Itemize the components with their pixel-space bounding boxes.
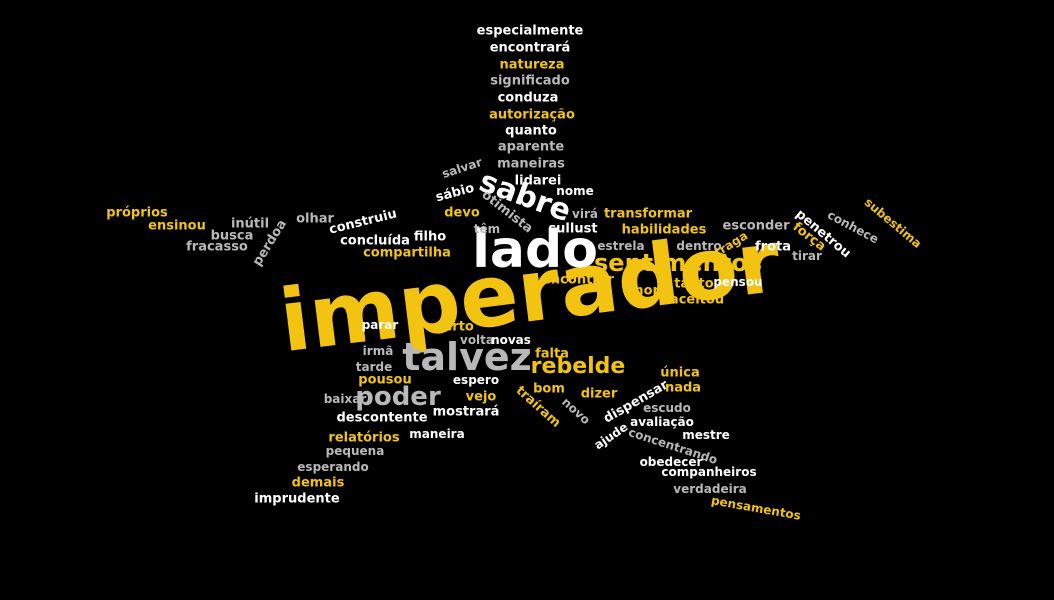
cloud-word: encontrar — [542, 272, 614, 288]
cloud-word: esconder — [722, 218, 790, 234]
cloud-word: natureza — [499, 57, 565, 73]
cloud-word: única — [660, 365, 700, 381]
cloud-word: relatórios — [328, 430, 400, 446]
cloud-word: poder — [355, 382, 441, 412]
cloud-word: devo — [444, 205, 480, 221]
cloud-word: conduza — [497, 90, 559, 106]
cloud-word: lidarei — [514, 173, 562, 189]
cloud-word: mestre — [682, 428, 730, 442]
cloud-word: pequena — [325, 444, 385, 458]
cloud-word: dentro — [676, 239, 722, 253]
cloud-word: esperando — [297, 460, 369, 474]
cloud-word: tanto — [674, 276, 714, 292]
cloud-word: especialmente — [476, 23, 584, 39]
cloud-word: lado — [472, 220, 598, 280]
cloud-word: busca — [210, 228, 254, 244]
cloud-word: rebelde — [530, 354, 626, 379]
cloud-word: baixar — [323, 392, 367, 406]
cloud-word: têm — [473, 222, 501, 236]
cloud-word: espero — [452, 373, 500, 387]
cloud-word: construiu — [327, 206, 399, 238]
cloud-word: falta — [535, 346, 569, 362]
cloud-word: obedecer — [639, 455, 703, 469]
cloud-word: nada — [664, 380, 702, 396]
cloud-word: aparente — [497, 139, 565, 155]
cloud-word: frota — [755, 239, 791, 255]
cloud-word: talvez — [402, 335, 532, 379]
cloud-word: olhar — [296, 211, 334, 227]
cloud-word: maneiras — [497, 156, 565, 172]
cloud-word: companheiros — [661, 465, 757, 479]
cloud-word: mostrará — [432, 404, 500, 420]
cloud-word: transformar — [603, 206, 693, 222]
cloud-word: ajude — [591, 419, 631, 453]
cloud-word: virá — [572, 207, 598, 221]
cloud-word: sentimentos — [594, 249, 762, 277]
cloud-word: autorização — [489, 107, 575, 123]
cloud-word: aceitou — [669, 292, 725, 308]
cloud-word: pensou — [713, 275, 763, 289]
cloud-word: encontrará — [489, 40, 571, 56]
cloud-word: compartilha — [363, 245, 451, 261]
cloud-word: verdadeira — [673, 482, 747, 496]
cloud-word: novas — [491, 333, 531, 347]
cloud-word: descontente — [336, 410, 428, 426]
cloud-word: morte — [630, 283, 674, 299]
cloud-word: quanto — [505, 123, 557, 139]
cloud-word: estrela — [597, 239, 645, 253]
cloud-word: filho — [413, 229, 447, 245]
cloud-word: perto — [434, 319, 474, 335]
cloud-word: vejo — [465, 389, 497, 405]
cloud-word: inútil — [230, 216, 270, 232]
cloud-word: habilidades — [621, 222, 707, 238]
cloud-word: pensamentos — [710, 493, 802, 523]
cloud-word: ensinou — [148, 218, 206, 234]
cloud-word: volta — [459, 333, 495, 347]
cloud-word: sullust — [548, 221, 598, 237]
cloud-word: salvar — [440, 154, 484, 182]
cloud-word: demais — [291, 475, 345, 491]
cloud-word: dizer — [580, 386, 618, 402]
cloud-word: irmã — [362, 344, 394, 358]
cloud-word: escudo — [643, 401, 691, 415]
cloud-word: pousou — [358, 372, 412, 388]
cloud-word: tarde — [355, 360, 393, 374]
cloud-word: avaliação — [630, 415, 694, 429]
cloud-word: bom — [533, 381, 565, 397]
cloud-word: nome — [556, 184, 594, 198]
cloud-word: significado — [490, 73, 570, 89]
cloud-word: maneira — [409, 427, 465, 441]
cloud-word: parar — [361, 318, 399, 332]
cloud-word: imprudente — [254, 491, 340, 507]
cloud-word: próprios — [106, 205, 168, 221]
cloud-word: sábio — [434, 180, 476, 206]
cloud-word: concluída — [340, 233, 410, 249]
cloud-word: fracasso — [186, 239, 248, 255]
cloud-word: tirar — [792, 249, 822, 263]
